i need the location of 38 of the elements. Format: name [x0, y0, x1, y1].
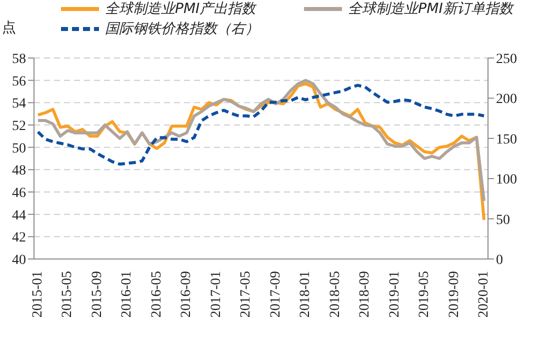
y-tick-label: 48 [12, 164, 26, 179]
legend-label: 全球制造业PMI产出指数 [104, 0, 258, 18]
line-series [36, 78, 486, 202]
x-tick-label: 2019-01 [387, 271, 402, 318]
y2-tick-label: 150 [496, 132, 517, 148]
x-tick-label: 2015-01 [30, 271, 46, 318]
y2-tick-label: 100 [496, 172, 517, 188]
x-tick-label: 2015-05 [60, 271, 76, 318]
y-axis-title: 点 [2, 20, 16, 36]
y-tick-label: 42 [12, 230, 26, 246]
y2-tick-label: 200 [496, 92, 517, 108]
x-tick-label: 2017-05 [238, 271, 254, 318]
y-tick-label: 52 [12, 118, 26, 134]
legend-label: 全球制造业PMI新订单指数 [347, 0, 515, 18]
y-tick-label: 56 [12, 74, 26, 90]
legend-label: 国际钢铁价格指数（右） [104, 20, 260, 38]
y2-tick-label: 250 [496, 52, 517, 67]
y-tick-label: 46 [12, 186, 26, 201]
x-tick-label: 2018-05 [328, 271, 343, 318]
y-tick-label: 58 [12, 52, 26, 67]
x-tick-label: 2016-05 [149, 271, 164, 318]
line-series [36, 84, 486, 166]
x-tick-label: 2017-01 [208, 271, 224, 318]
x-tick-label: 2016-09 [179, 271, 194, 318]
x-tick-label: 2019-09 [446, 271, 462, 318]
x-tick-label: 2020-01 [476, 271, 492, 318]
x-tick-label: 2018-01 [298, 271, 314, 318]
y-tick-label: 40 [12, 252, 26, 268]
x-tick-label: 2017-09 [268, 271, 284, 318]
y-tick-label: 44 [12, 208, 26, 224]
y-tick-label: 50 [12, 141, 26, 156]
y2-tick-label: 50 [496, 212, 510, 228]
x-tick-label: 2019-05 [417, 271, 432, 318]
x-tick-label: 2015-09 [90, 271, 105, 318]
y-tick-label: 54 [12, 96, 26, 112]
x-tick-label: 2018-09 [358, 271, 373, 318]
x-tick-label: 2016-01 [120, 271, 135, 318]
y2-tick-label: 0 [496, 252, 503, 268]
